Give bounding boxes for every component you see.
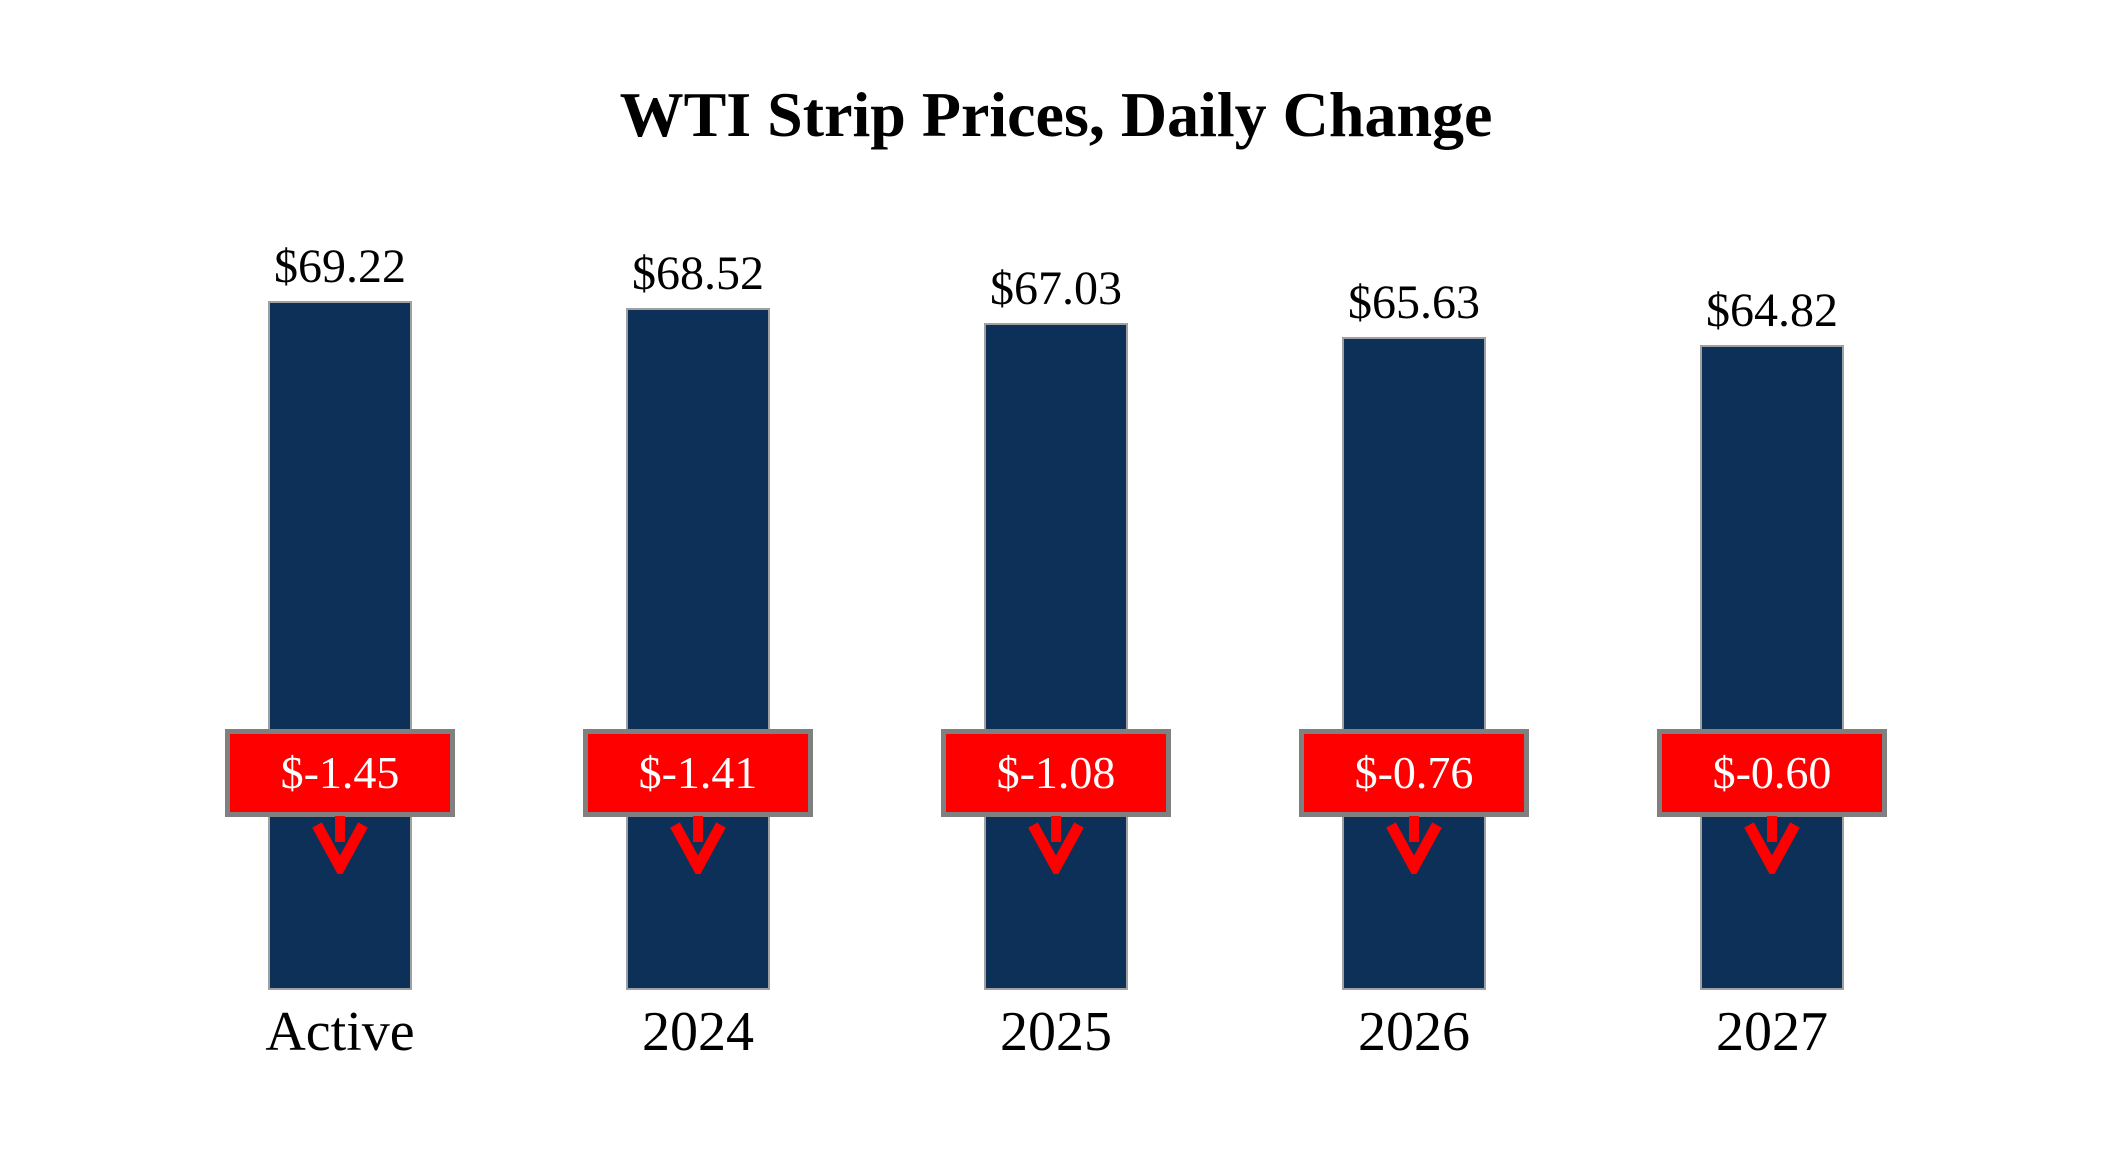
bar-group-2026: $65.63 $-0.76 2026	[1299, 0, 1529, 1152]
category-label: 2024	[642, 1001, 754, 1063]
bar-group-2027: $64.82 $-0.60 2027	[1657, 0, 1887, 1152]
price-bar	[984, 323, 1128, 990]
daily-change-value: $-1.08	[996, 747, 1116, 798]
daily-change-box: $-0.76	[1299, 729, 1529, 817]
price-bar	[626, 308, 770, 990]
bar-group-2024: $68.52 $-1.41 2024	[583, 0, 813, 1152]
price-bar	[268, 301, 412, 990]
daily-change-value: $-1.41	[638, 747, 758, 798]
price-bar	[1342, 337, 1486, 990]
bar-value-label: $69.22	[274, 240, 406, 293]
down-arrow-icon	[1028, 816, 1084, 874]
daily-change-box: $-1.08	[941, 729, 1171, 817]
daily-change-value: $-1.45	[280, 747, 400, 798]
daily-change-value: $-0.76	[1354, 747, 1474, 798]
category-label: 2027	[1716, 1001, 1828, 1063]
chart-title: WTI Strip Prices, Daily Change	[619, 79, 1493, 150]
bar-value-label: $68.52	[632, 247, 764, 300]
bar-value-label: $64.82	[1706, 284, 1838, 337]
category-label: 2026	[1358, 1001, 1470, 1063]
daily-change-box: $-0.60	[1657, 729, 1887, 817]
category-label: Active	[265, 1001, 415, 1063]
daily-change-box: $-1.41	[583, 729, 813, 817]
down-arrow-icon	[670, 816, 726, 874]
daily-change-value: $-0.60	[1712, 747, 1832, 798]
down-arrow-icon	[312, 816, 368, 874]
daily-change-box: $-1.45	[225, 729, 455, 817]
bar-value-label: $65.63	[1348, 276, 1480, 329]
bar-group-2025: $67.03 $-1.08 2025	[941, 0, 1171, 1152]
category-label: 2025	[1000, 1001, 1112, 1063]
bar-group-active: $69.22 $-1.45 Active	[225, 0, 455, 1152]
bar-value-label: $67.03	[990, 262, 1122, 315]
down-arrow-icon	[1386, 816, 1442, 874]
price-bar	[1700, 345, 1844, 990]
down-arrow-icon	[1744, 816, 1800, 874]
